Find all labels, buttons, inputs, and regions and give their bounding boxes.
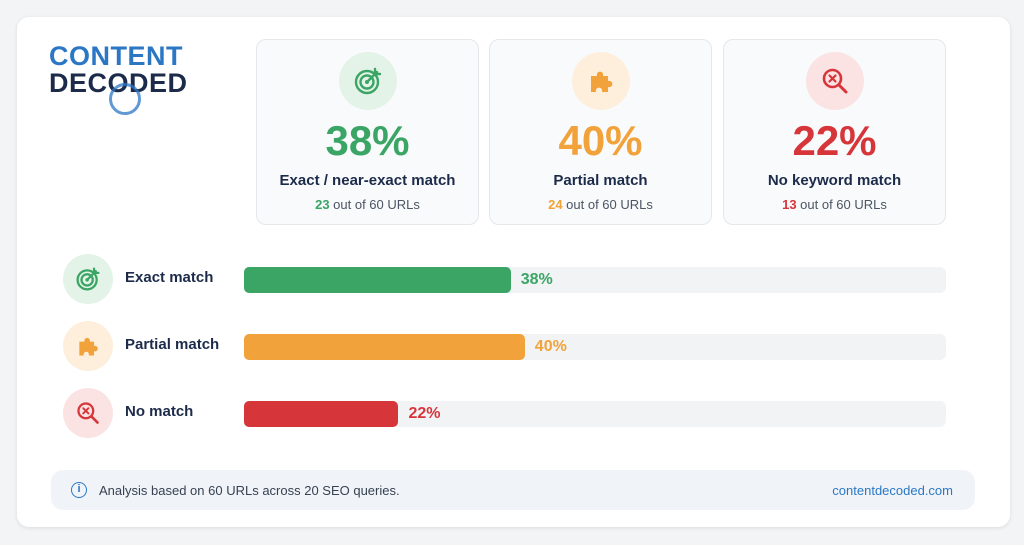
none-percent: 22% — [792, 117, 877, 164]
partial-percent: 40% — [558, 117, 643, 164]
bar-row-none: No match 22% — [63, 388, 963, 440]
bar-value-partial: 40% — [534, 338, 567, 355]
target-icon — [338, 52, 397, 110]
bar-row-exact: Exact match 38% — [63, 254, 963, 306]
bar-label-exact: Exact match — [125, 269, 214, 286]
bar-value-none: 22% — [408, 405, 441, 422]
logo-ring-mark — [109, 83, 141, 115]
bar-track-partial — [244, 334, 946, 360]
exact-percent: 38% — [325, 117, 410, 164]
bar-track-none — [244, 401, 946, 427]
website-link[interactable]: contentdecoded.com — [832, 483, 953, 498]
stat-card-exact: 38% Exact / near-exact match 23 out of 6… — [256, 39, 479, 225]
partial-count-suffix: out of 60 URLs — [562, 197, 653, 212]
partial-count: 24 — [548, 197, 563, 212]
exact-count: 23 — [315, 197, 330, 212]
exact-label: Exact / near-exact match — [279, 172, 456, 189]
none-count-text: 13 out of 60 URLs — [724, 197, 945, 212]
bar-fill-exact — [244, 267, 511, 293]
stat-card-partial: 40% Partial match 24 out of 60 URLs — [489, 39, 712, 225]
none-label: No keyword match — [767, 172, 902, 189]
magnifier-x-icon — [805, 52, 864, 110]
none-count-suffix: out of 60 URLs — [796, 197, 887, 212]
exact-count-text: 23 out of 60 URLs — [257, 197, 478, 212]
bar-label-partial: Partial match — [125, 336, 220, 353]
bar-fill-partial — [244, 334, 525, 360]
footer-bar: i Analysis based on 60 URLs across 20 SE… — [51, 470, 975, 510]
content-decoded-logo: CONTENT DECODED — [49, 41, 209, 115]
footer-note: Analysis based on 60 URLs across 20 SEO … — [99, 483, 400, 498]
info-icon: i — [71, 482, 87, 498]
bar-label-none: No match — [125, 403, 194, 420]
target-icon — [63, 254, 113, 304]
puzzle-piece-icon — [571, 52, 630, 110]
partial-count-text: 24 out of 60 URLs — [490, 197, 711, 212]
partial-label: Partial match — [553, 172, 648, 189]
bar-track-exact — [244, 267, 946, 293]
none-count: 13 — [782, 197, 797, 212]
bar-value-exact: 38% — [520, 271, 553, 288]
infographic-card: CONTENT DECODED 38% Exact / near-exact m… — [17, 17, 1010, 527]
exact-count-suffix: out of 60 URLs — [329, 197, 420, 212]
bar-fill-none — [244, 401, 399, 427]
logo-line-1: CONTENT — [49, 41, 183, 71]
puzzle-piece-icon — [63, 321, 113, 371]
stat-card-none: 22% No keyword match 13 out of 60 URLs — [723, 39, 946, 225]
magnifier-x-icon — [63, 388, 113, 438]
bar-row-partial: Partial match 40% — [63, 321, 963, 373]
